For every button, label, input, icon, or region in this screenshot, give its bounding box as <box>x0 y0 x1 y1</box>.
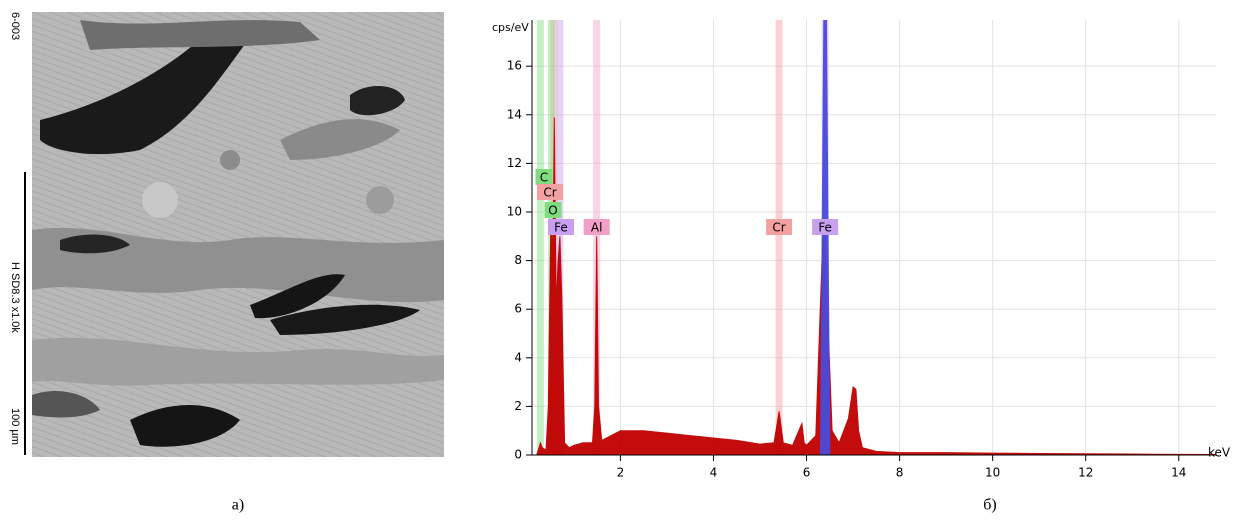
x-tick-label: 12 <box>1078 466 1093 480</box>
element-label: Cr <box>543 186 556 200</box>
element-label-box <box>535 169 553 185</box>
x-tick-label: 4 <box>710 466 718 480</box>
element-label-box <box>766 219 793 235</box>
element-label: C <box>540 171 548 185</box>
y-tick-label: 10 <box>507 204 522 218</box>
y-tick-label: 16 <box>507 59 522 73</box>
x-axis-label: keV <box>1208 446 1231 460</box>
x-tick-label: 10 <box>985 466 1000 480</box>
panel-caption: б) <box>983 497 996 514</box>
element-label-box <box>537 184 563 200</box>
spectrum-area <box>532 117 1217 456</box>
plot <box>532 20 1217 456</box>
y-tick-label: 6 <box>514 302 522 316</box>
y-tick-label: 8 <box>514 253 522 267</box>
x-tick-label: 14 <box>1171 466 1186 480</box>
x-tick-label: 8 <box>896 466 904 480</box>
y-tick-label: 4 <box>514 350 522 364</box>
x-tick-label: 6 <box>803 466 811 480</box>
element-label-box <box>548 219 574 235</box>
element-label-box <box>544 202 562 218</box>
element-label: Al <box>591 221 603 235</box>
x-tick-label: 2 <box>617 466 625 480</box>
element-label: Cr <box>772 221 785 235</box>
element-label: Fe <box>554 221 568 235</box>
element-label-box <box>583 219 610 235</box>
element-label: Fe <box>818 221 832 235</box>
element-label: O <box>548 204 557 218</box>
sem-image: 6-003 H SD8.3 x1.0k 100 µm <box>0 10 444 458</box>
panel-caption: а) <box>232 497 244 514</box>
image-info-label: H SD8.3 x1.0k <box>9 262 21 333</box>
y-tick-label: 0 <box>514 448 522 462</box>
image-scale-label: 100 µm <box>9 408 21 445</box>
y-tick-label: 14 <box>507 107 522 121</box>
image-side-label: 6-003 <box>9 12 21 40</box>
element-label-box <box>812 219 839 235</box>
y-tick-label: 2 <box>514 399 522 413</box>
y-axis-label: cps/eV <box>492 21 529 34</box>
y-tick-label: 12 <box>507 156 522 170</box>
